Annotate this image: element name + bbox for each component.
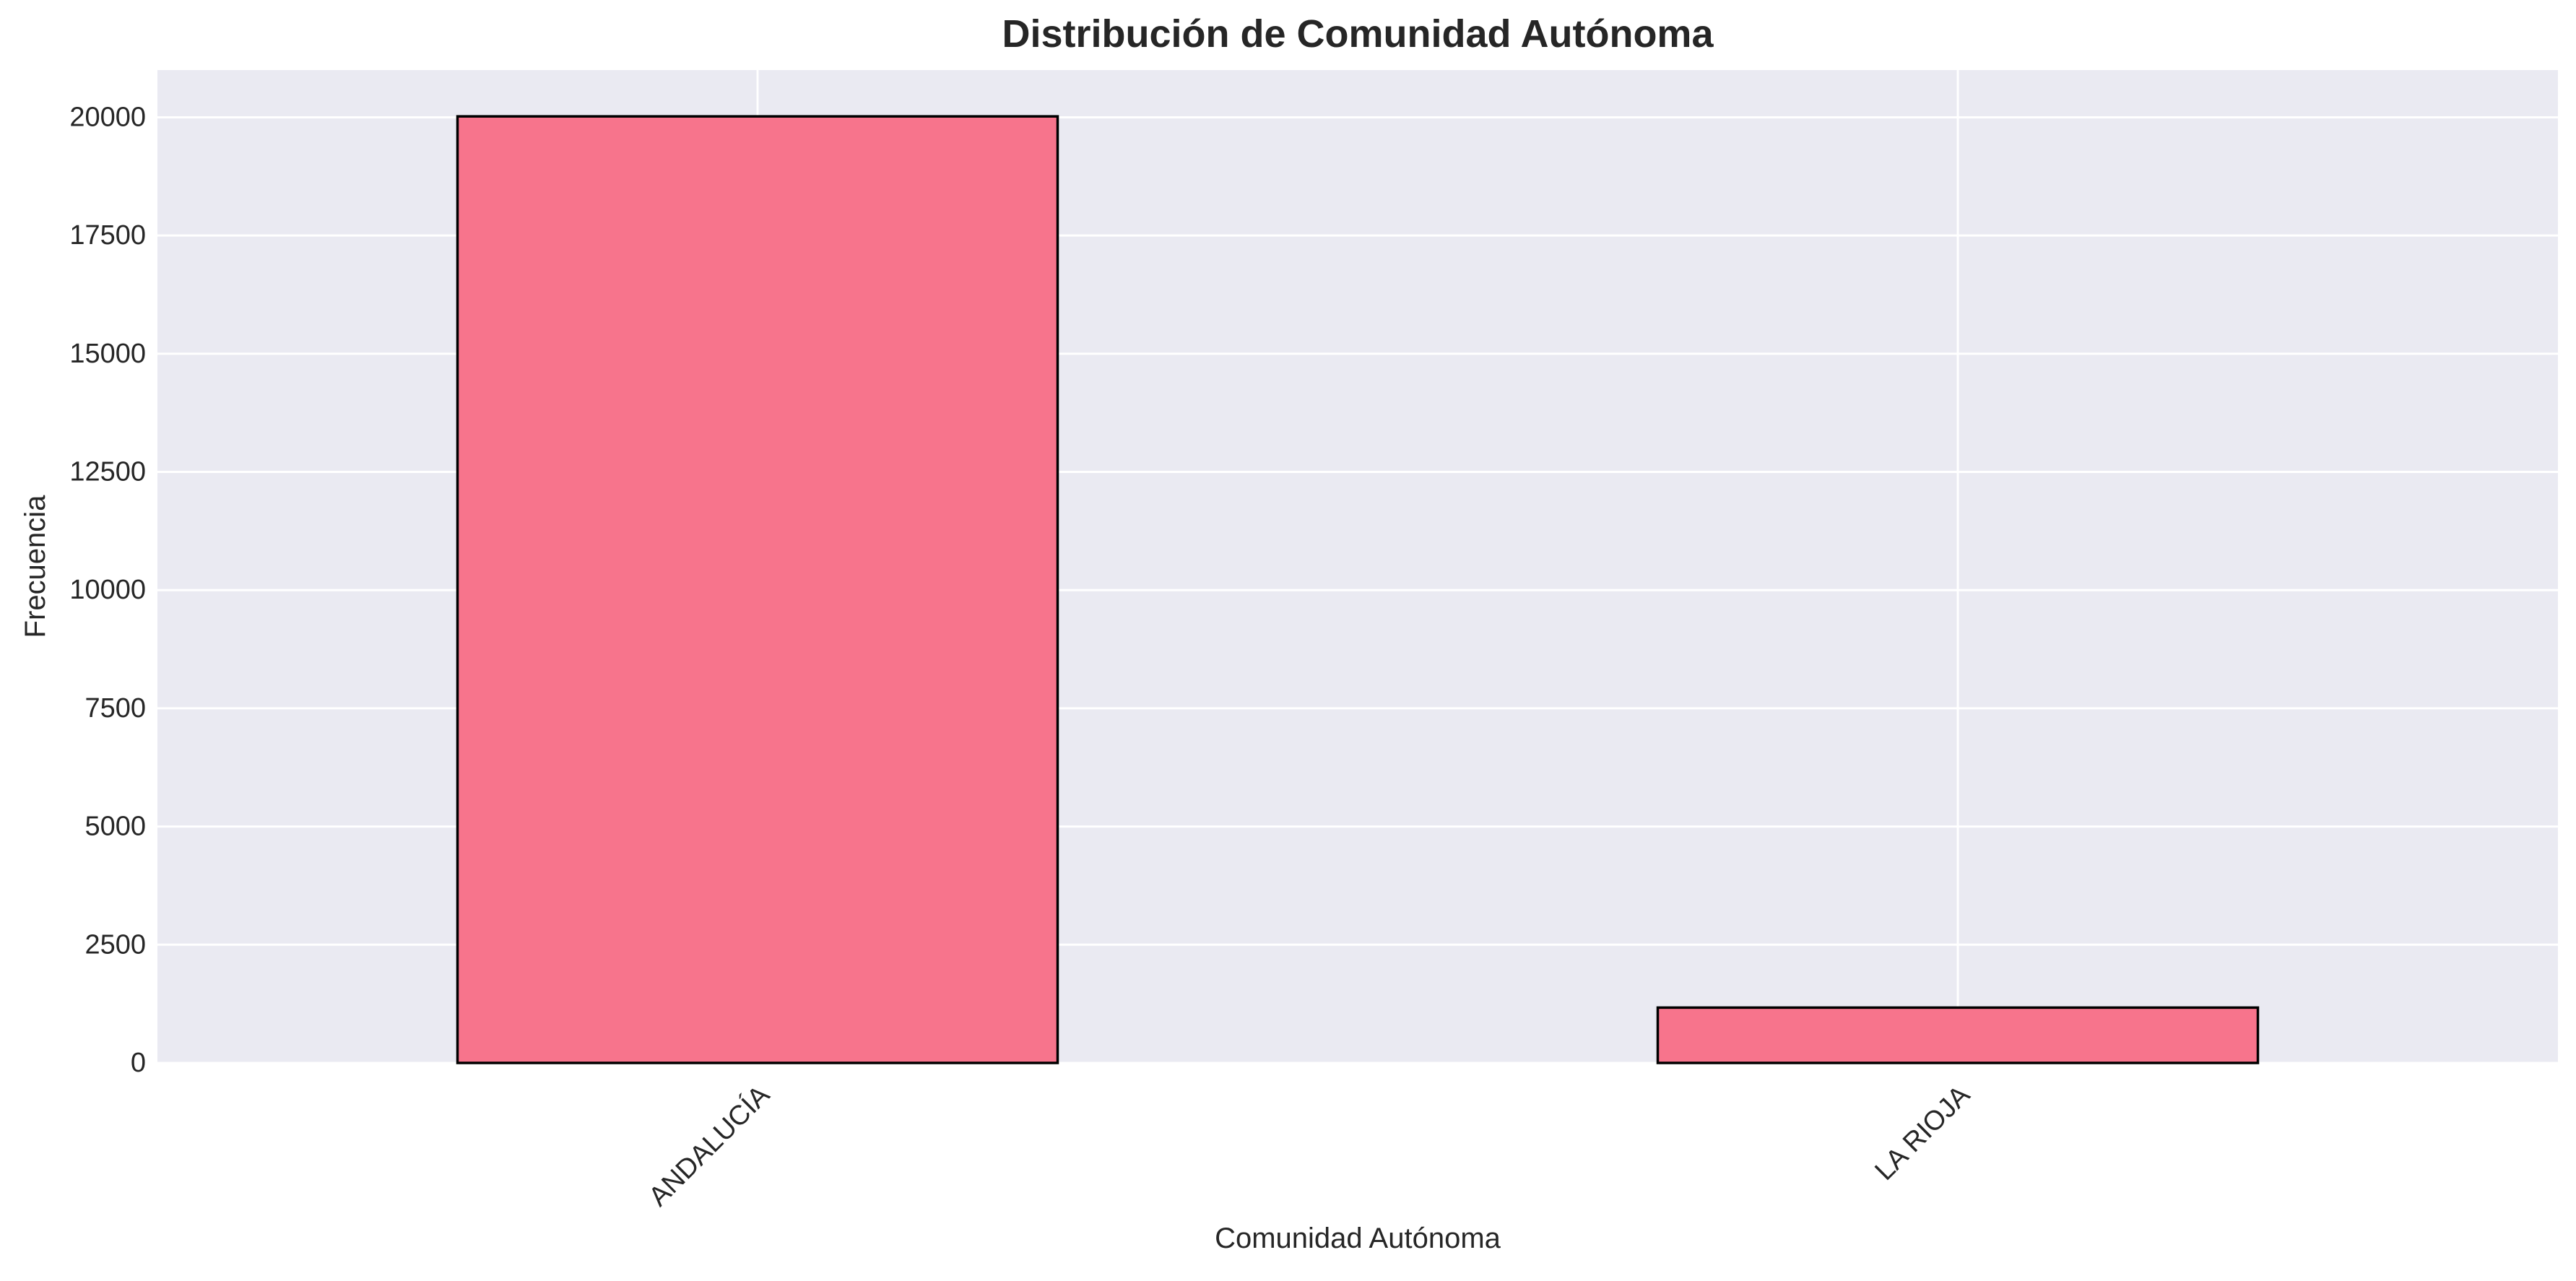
x-tick-label: LA RIOJA [1869, 1080, 1976, 1186]
y-tick-label: 7500 [84, 693, 146, 724]
bar [456, 115, 1059, 1064]
y-tick-label: 17500 [69, 220, 146, 251]
chart-title: Distribución de Comunidad Autónoma [1002, 12, 1714, 56]
y-tick-label: 2500 [84, 929, 146, 960]
y-tick-label: 15000 [69, 339, 146, 369]
y-tick-label: 0 [131, 1048, 146, 1078]
bar [1656, 1006, 2260, 1064]
y-tick-label: 12500 [69, 457, 146, 487]
y-tick-label: 10000 [69, 575, 146, 605]
y-tick-label: 20000 [69, 102, 146, 132]
x-axis-label: Comunidad Autónoma [1215, 1223, 1501, 1254]
y-axis-label: Frecuencia [19, 495, 51, 638]
y-axis-ticks: 0 2500 5000 7500 10000 12500 15000 17500 20000 [69, 102, 146, 1078]
x-axis-ticks: ANDALUCÍA LA RIOJA [643, 1079, 1977, 1212]
bars [456, 115, 2260, 1064]
y-tick-label: 5000 [84, 812, 146, 842]
x-tick-label: ANDALUCÍA [643, 1079, 776, 1212]
